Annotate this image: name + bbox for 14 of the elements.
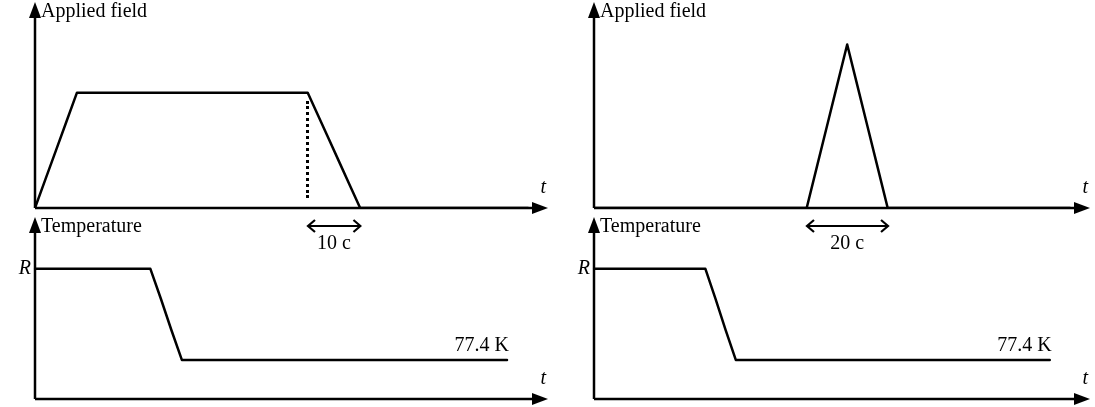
text: 20 c — [830, 231, 865, 254]
x-axis-title: t — [1082, 175, 1089, 198]
annotation: 77.4 K — [997, 333, 1053, 356]
text: R — [17, 256, 31, 279]
x-axis-title: t — [1082, 366, 1089, 389]
text: R — [576, 256, 590, 279]
y-axis-title: Temperature — [41, 214, 142, 238]
x-axis-title: t — [540, 175, 547, 198]
text: 10 c — [317, 231, 351, 254]
y-axis-title: Applied field — [600, 0, 707, 23]
y-axis-title: Temperature — [600, 214, 701, 238]
y-axis-title: Applied field — [41, 0, 148, 23]
x-axis-title: t — [540, 366, 547, 389]
annotation: 77.4 K — [454, 333, 510, 356]
